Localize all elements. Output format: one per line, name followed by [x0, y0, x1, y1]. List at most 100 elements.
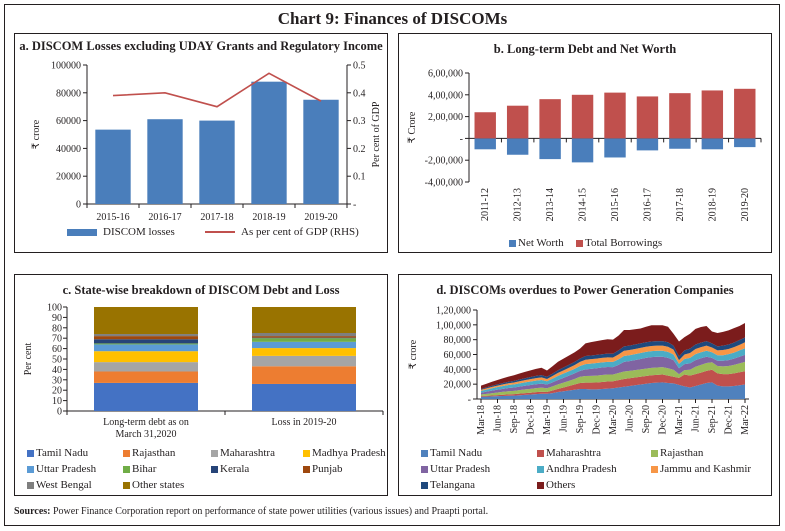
y-tick-label: 20: [52, 386, 62, 397]
stack-segment-tamil-nadu: [252, 383, 356, 411]
bar-net-worth: [506, 138, 529, 155]
legend-item-andhra-pradesh: Andhra Pradesh: [537, 463, 617, 475]
panel-a-plot: 0 20000 40000 60000 80000 100000 - 0.1 0.2 0.3 0.4…: [31, 61, 382, 224]
bar-discom-losses: [199, 120, 235, 204]
bar-discom-losses: [251, 81, 287, 204]
x-tick-label: 2015-16: [96, 212, 129, 223]
panel-c: c. State-wise breakdown of DISCOM Debt a…: [14, 274, 388, 496]
x-tick-label: Mar-20: [608, 405, 619, 435]
bar-total-borrowings: [604, 92, 626, 139]
stack-segment-west-bengal: [252, 333, 356, 337]
legend-item-west-bengal: West Bengal: [27, 479, 92, 491]
y-tick-label: 2,00,000: [428, 112, 463, 123]
legend-label: Punjab: [312, 463, 343, 475]
x-tick-label: Long-term debt as on March 31,2020: [103, 417, 189, 440]
bar-discom-losses: [95, 129, 131, 204]
x-tick-label: 2012-13: [513, 188, 524, 221]
stack-segment-maharashtra: [252, 355, 356, 367]
y-right-tick-label: -: [353, 200, 356, 211]
legend-item-bihar: Bihar: [123, 463, 156, 475]
legend-label: Net Worth: [518, 237, 564, 249]
stack-segment-rajasthan: [94, 371, 198, 383]
legend-label: Madhya Pradesh: [312, 447, 386, 459]
y-tick-label: -4,00,000: [425, 178, 463, 189]
y-tick-label: 80,000: [444, 335, 472, 346]
legend-item-madhya-pradesh: Madhya Pradesh: [303, 447, 386, 459]
y-tick-label: 6,00,000: [428, 69, 463, 80]
y-tick-label: 60000: [56, 116, 81, 127]
legend-swatch: [421, 481, 428, 489]
x-tick-label: Dec-21: [724, 405, 735, 434]
legend-item-uttar-pradesh: Uttar Pradesh: [27, 463, 96, 475]
legend-label: Other states: [132, 479, 185, 491]
panel-b-title: b. Long-term Debt and Net Worth: [493, 42, 677, 56]
panel-b: b. Long-term Debt and Net Worth -4,00,00…: [398, 33, 772, 253]
sources-note: Sources: Power Finance Corporation repor…: [14, 506, 488, 517]
panel-a: a. DISCOM Losses excluding UDAY Grants a…: [14, 33, 388, 253]
y-axis-title: Per cent: [23, 343, 34, 376]
x-tick-label: Mar-22: [740, 405, 751, 435]
legend-swatch: [509, 239, 516, 247]
legend-item-kerala: Kerala: [211, 463, 249, 475]
legend-label: As per cent of GDP (RHS): [241, 226, 359, 238]
bar-total-borrowings: [701, 90, 724, 139]
x-tick-label: Dec-20: [658, 405, 669, 434]
x-tick-label: Loss in 2019-20: [272, 417, 337, 428]
area-tamil-nadu: [481, 382, 745, 399]
y-tick-label: 0: [57, 407, 62, 418]
legend-item-telangana: Telangana: [421, 479, 475, 491]
legend-item-total-borrowings: Total Borrowings: [576, 237, 662, 249]
x-tick-label: Dec-18: [526, 405, 537, 434]
legend-swatch: [421, 465, 428, 473]
legend-label: Uttar Pradesh: [430, 463, 491, 475]
stack-segment-kerala: [252, 337, 356, 339]
y-axis-title: ₹ crore: [408, 339, 419, 369]
legend-label: Tamil Nadu: [36, 447, 89, 459]
x-tick-label: Jun-20: [625, 405, 636, 432]
x-tick-label: Sep-18: [509, 405, 520, 433]
x-tick-label: Jun-18: [493, 405, 504, 432]
x-tick-label: 2018-19: [707, 188, 718, 221]
legend-swatch: [211, 465, 218, 473]
bar-net-worth: [734, 138, 756, 148]
legend-item-uttar-pradesh: Uttar Pradesh: [421, 463, 490, 475]
y-tick-label: 80000: [56, 88, 81, 99]
y-tick-label: 4,00,000: [428, 90, 463, 101]
y-tick-label: -2,00,000: [425, 156, 463, 167]
stack-segment-madhya-pradesh: [252, 348, 356, 356]
stack-segment-uttar-pradesh: [94, 344, 198, 352]
stack-segment-bihar: [252, 338, 356, 342]
y-tick-label: 20000: [56, 172, 81, 183]
stack-segment-punjab: [94, 336, 198, 340]
legend-swatch: [651, 465, 658, 473]
x-tick-label: Sep-20: [641, 405, 652, 433]
y-tick-label: 10: [52, 396, 62, 407]
legend-swatch: [303, 449, 310, 457]
stack-segment-other-states: [94, 307, 198, 335]
y-tick-label: 20,000: [444, 380, 472, 391]
legend-swatch: [123, 449, 130, 457]
y-right-tick-label: 0.4: [353, 88, 366, 99]
line-gdp-share: [112, 72, 322, 108]
bar-net-worth: [669, 138, 691, 149]
legend-item-jammu-and-kashmir: Jammu and Kashmir: [651, 463, 751, 475]
legend-swatch: [537, 449, 544, 457]
y-tick-label: 80: [52, 323, 62, 334]
legend-swatch-bar: [67, 228, 97, 236]
x-tick-label: Jun-19: [559, 405, 570, 432]
bar-total-borrowings: [506, 105, 529, 139]
legend-label: Telangana: [430, 479, 476, 491]
legend-item-gdp-line: As per cent of GDP (RHS): [205, 226, 359, 238]
legend-swatch: [123, 481, 130, 489]
y-tick-label: 40,000: [444, 365, 472, 376]
area-rajasthan: [481, 361, 745, 397]
x-tick-label: Sep-21: [707, 405, 718, 433]
legend-label: Tamil Nadu: [430, 447, 483, 459]
sources-text: Power Finance Corporation report on perf…: [52, 506, 489, 517]
area-andhra-pradesh: [481, 348, 745, 393]
x-tick-label: 2016-17: [148, 212, 181, 223]
stack-segment-bihar: [94, 343, 198, 345]
bar-discom-losses: [303, 99, 339, 204]
legend-label: Maharashtra: [546, 447, 601, 459]
panel-d-legend: Tamil Nadu Maharashtra Rajasthan Uttar Prad…: [399, 447, 773, 497]
